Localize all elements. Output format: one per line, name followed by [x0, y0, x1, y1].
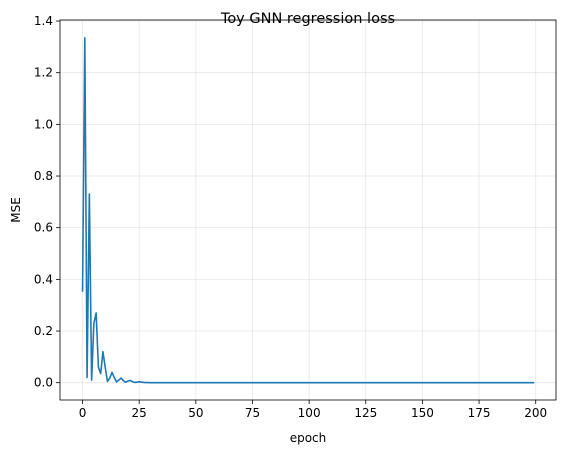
y-tick-label: 0.2 — [34, 324, 53, 338]
y-tick-label: 1.0 — [34, 117, 53, 131]
plot-frame — [59, 19, 557, 401]
x-tick-label: 175 — [468, 406, 491, 420]
y-tick-label: 0.8 — [34, 169, 53, 183]
x-tick-label: 50 — [188, 406, 203, 420]
x-tick-label: 75 — [245, 406, 260, 420]
y-axis-title: MSE — [9, 197, 23, 223]
axis-ticks: 0 25 50 75 100 125 150 175 200 0.0 0.2 0.4 0.6 0.8 1.0… — [34, 14, 547, 420]
x-tick-label: 200 — [524, 406, 547, 420]
y-tick-label: 1.2 — [34, 66, 53, 80]
y-tick-label: 1.4 — [34, 14, 53, 28]
x-tick-label: 150 — [411, 406, 434, 420]
x-tick-label: 100 — [298, 406, 321, 420]
x-tick-label: 0 — [79, 406, 87, 420]
x-tick-label: 125 — [354, 406, 377, 420]
data-series — [81, 37, 535, 384]
chart-title: Toy GNN regression loss — [220, 11, 395, 27]
loss-line — [81, 37, 535, 384]
y-tick-label: 0.4 — [34, 272, 53, 286]
x-axis-title: epoch — [290, 431, 327, 445]
y-tick-label: 0.6 — [34, 221, 53, 235]
y-tick-label: 0.0 — [34, 376, 53, 390]
x-tick-label: 25 — [132, 406, 147, 420]
